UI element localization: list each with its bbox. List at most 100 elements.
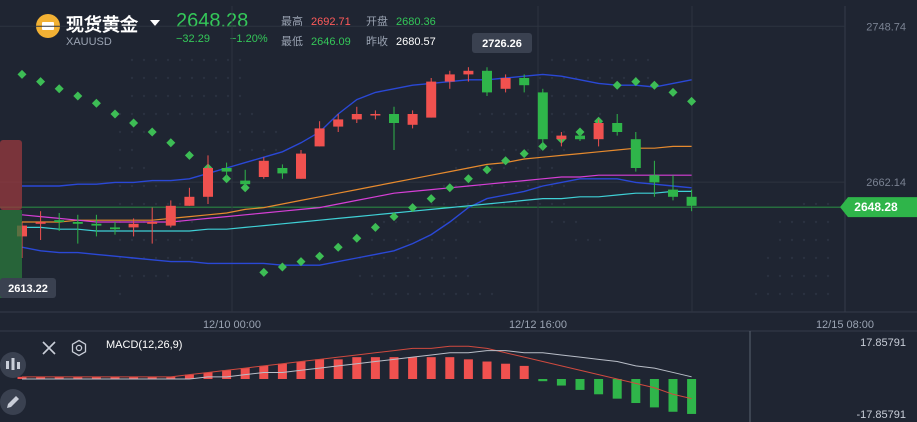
close-icon[interactable] (40, 339, 58, 357)
settings-icon[interactable] (70, 339, 88, 357)
map-dot (490, 130, 494, 134)
sar-point (17, 69, 27, 79)
map-dot (142, 202, 146, 206)
macd-dif-line (22, 345, 692, 400)
map-dot (130, 238, 134, 242)
map-dot (634, 94, 638, 98)
map-dot (226, 94, 230, 98)
map-dot (442, 274, 446, 278)
map-dot (178, 94, 182, 98)
map-dot (154, 112, 158, 116)
map-dot (538, 148, 542, 152)
map-dot (598, 94, 602, 98)
boll-upper-line (22, 73, 692, 187)
map-dot (826, 274, 830, 278)
map-dot (394, 220, 398, 224)
map-dot (130, 76, 134, 80)
candle-body (575, 135, 585, 140)
map-dot (130, 184, 134, 188)
sar-point (501, 156, 511, 166)
macd-histogram-bar (556, 379, 566, 386)
map-dot (370, 238, 374, 242)
candles-icon[interactable] (0, 352, 26, 378)
map-dot (502, 166, 506, 170)
macd-histogram-bar (389, 357, 399, 379)
map-dot (490, 166, 494, 170)
map-dot (130, 94, 134, 98)
map-dot (526, 202, 530, 206)
map-dot (802, 202, 806, 206)
map-dot (118, 166, 122, 170)
map-dot (622, 58, 626, 62)
map-dot (262, 130, 266, 134)
sar-point (129, 118, 139, 128)
instrument-title[interactable]: 现货黄金 (66, 15, 138, 35)
map-dot (802, 256, 806, 260)
map-dot (550, 58, 554, 62)
sar-point (519, 149, 529, 159)
map-dot (586, 58, 590, 62)
macd-histogram-bar (463, 359, 473, 379)
map-dot (562, 148, 566, 152)
map-dot (634, 58, 638, 62)
map-dot (790, 220, 794, 224)
candle-body (370, 114, 381, 116)
sar-point (147, 127, 157, 137)
candle-body (147, 222, 158, 224)
map-dot (466, 130, 470, 134)
map-dot (130, 274, 134, 278)
map-dot (526, 148, 530, 152)
quote-header: 现货黄金 XAUUSD 2648.28 −32.29 −1.20% 最高 2692… (0, 0, 917, 52)
macd-dea-line (22, 350, 692, 380)
macd-histogram-bar (184, 374, 194, 379)
map-dot (766, 256, 770, 260)
pen-icon[interactable] (0, 389, 26, 415)
stat-open-value: 2680.36 (396, 16, 436, 28)
macd-histogram-bar (147, 376, 157, 379)
map-dot (238, 112, 242, 116)
sar-point (631, 77, 641, 87)
map-dot (550, 112, 554, 116)
map-dot (502, 130, 506, 134)
map-dot (418, 220, 422, 224)
sar-point (352, 233, 362, 243)
map-dot (406, 238, 410, 242)
stat-open-key: 开盘 (366, 16, 388, 28)
map-dot (550, 184, 554, 188)
sar-point (389, 212, 399, 222)
map-dot (550, 166, 554, 170)
map-dot (646, 76, 650, 80)
map-dot (610, 76, 614, 80)
candle-body (426, 81, 437, 118)
macd-panel: 17.85791 -17.85791 (17, 337, 906, 421)
map-dot (226, 76, 230, 80)
macd-label: MACD(12,26,9) (106, 339, 183, 351)
chart-grid (0, 6, 917, 422)
map-dot (466, 220, 470, 224)
sar-point (296, 257, 306, 267)
map-dot (814, 238, 818, 242)
candle-body (203, 168, 213, 197)
map-dot (466, 202, 470, 206)
candle-body (296, 153, 306, 179)
stat-open: 开盘 2680.36 (366, 13, 436, 29)
stat-prev-close-key: 昨收 (366, 36, 388, 48)
sar-point (36, 77, 46, 87)
candle-body (258, 160, 269, 177)
map-dot (202, 112, 206, 116)
chevron-down-icon[interactable] (150, 20, 160, 26)
sar-point (166, 138, 176, 148)
map-dot (202, 94, 206, 98)
map-dot (142, 274, 146, 278)
candle-body (110, 227, 120, 230)
map-dot (526, 94, 530, 98)
candle-body (482, 70, 492, 93)
map-dot (142, 130, 146, 134)
sar-point (463, 174, 473, 184)
map-dot (142, 184, 146, 188)
map-dot (118, 202, 122, 206)
map-dot (250, 148, 254, 152)
sar-point (54, 84, 64, 94)
map-dot (466, 292, 470, 296)
